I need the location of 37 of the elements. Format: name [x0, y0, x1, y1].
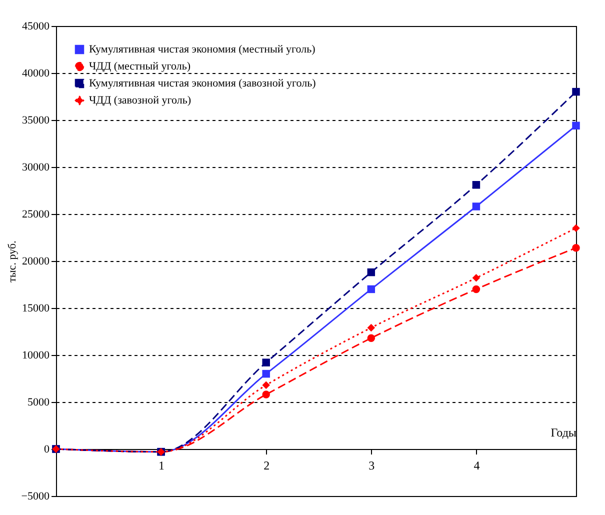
point — [572, 244, 580, 252]
point — [367, 268, 376, 276]
y-tick-label: 40000 — [22, 68, 50, 80]
point — [472, 180, 480, 189]
point — [367, 324, 376, 332]
y-tick-label: 20000 — [22, 256, 50, 268]
point — [572, 88, 580, 96]
x-axis-title: Годы — [550, 426, 576, 440]
point — [572, 224, 580, 232]
point — [472, 285, 480, 294]
y-tick-label: 5000 — [28, 396, 50, 408]
y-tick-label: −5000 — [21, 490, 50, 502]
point — [262, 370, 270, 378]
legend-label: ЧДД (завозной уголь) — [89, 94, 192, 106]
point — [572, 122, 580, 130]
y-tick-label: 45000 — [22, 20, 50, 32]
y-axis-title: тыс. руб. — [6, 240, 18, 282]
y-tick-label: 35000 — [22, 114, 50, 126]
legend-label: Кумулятивная чистая экономия (завозной уголь) — [89, 78, 316, 90]
point — [367, 285, 376, 294]
y-tick-label: 30000 — [22, 162, 50, 174]
y-tick-label: 25000 — [22, 208, 50, 220]
point — [367, 334, 376, 342]
y-tick-label: 0 — [44, 444, 50, 456]
point — [262, 390, 270, 398]
x-tick-label: 4 — [474, 458, 480, 472]
x-tick-label: 2 — [264, 458, 270, 472]
y-tick-label: 10000 — [22, 350, 50, 362]
x-tick-label: 1 — [158, 458, 165, 472]
point — [262, 381, 270, 389]
x-tick-label: 3 — [368, 458, 375, 472]
point — [262, 358, 270, 366]
y-tick-label: 15000 — [22, 302, 50, 314]
point — [472, 274, 480, 282]
point — [472, 202, 480, 210]
legend-label: ЧДД (местный уголь) — [89, 60, 191, 72]
legend-label: Кумулятивная чистая экономия (местный уголь) — [89, 44, 316, 56]
